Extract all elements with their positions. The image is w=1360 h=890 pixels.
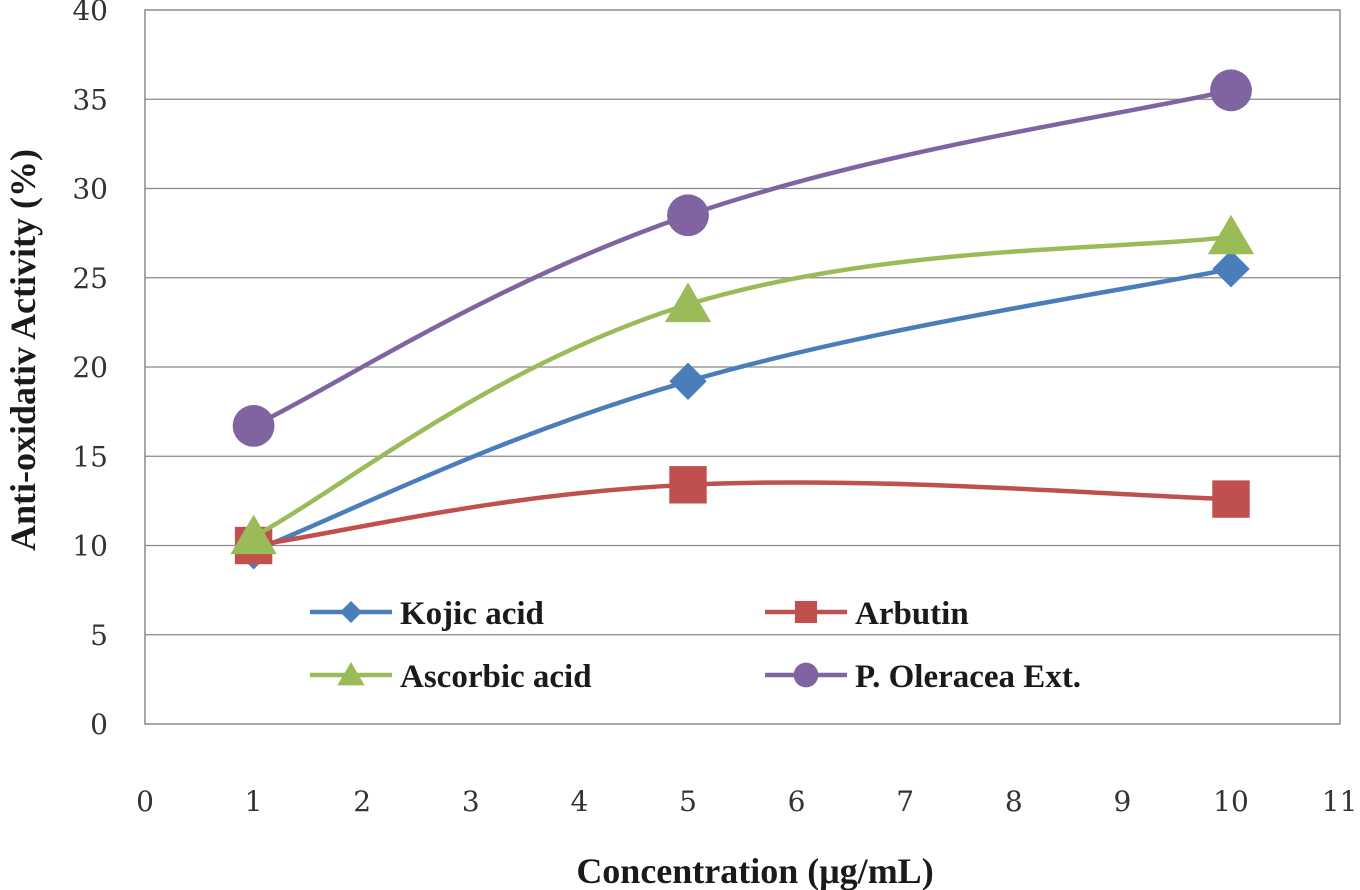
legend-swatch-marker (337, 662, 365, 686)
x-tick-label: 1 (245, 785, 263, 818)
series-triangle (230, 214, 1255, 555)
data-point (1207, 214, 1255, 255)
x-tick-label: 0 (136, 785, 154, 818)
data-point (232, 405, 275, 447)
data-point (1212, 250, 1250, 288)
legend-label: Ascorbic acid (400, 659, 592, 695)
x-tick-label: 3 (462, 785, 480, 818)
series-layer (230, 69, 1255, 570)
y-tick-label: 0 (90, 708, 108, 741)
x-tick-label: 6 (788, 785, 806, 818)
y-tick-label: 25 (72, 262, 108, 295)
legend-entry: Arbutin (765, 596, 969, 632)
x-tick-label: 5 (679, 785, 697, 818)
data-point (669, 466, 707, 504)
y-tick-label: 5 (90, 619, 108, 652)
x-axis: 0 1 2 3 4 5 6 7 8 9 10 11 (136, 785, 1357, 818)
legend-label: P. Oleracea Ext. (855, 659, 1081, 695)
data-point (1210, 69, 1252, 112)
legend-entry: P. Oleracea Ext. (765, 659, 1081, 695)
y-tick-label: 15 (72, 440, 108, 473)
x-tick-label: 4 (570, 785, 588, 818)
legend-label: Arbutin (855, 596, 969, 632)
y-axis-title: Anti-oxidativ Activity (%) (3, 149, 43, 551)
y-tick-label: 10 (72, 530, 108, 563)
legend-entry: Kojic acid (310, 596, 544, 632)
x-tick-label: 9 (1113, 785, 1131, 818)
legend-swatch-marker (339, 600, 363, 624)
legend-swatch-marker (794, 600, 818, 624)
legend: Kojic acid Arbutin Ascorbic acid P. Olerace… (310, 596, 1081, 695)
legend-swatch-marker (793, 662, 819, 688)
x-tick-label: 11 (1322, 785, 1358, 818)
legend-label: Kojic acid (400, 596, 544, 632)
y-tick-label: 35 (72, 83, 108, 116)
x-tick-label: 8 (1005, 785, 1023, 818)
data-point (230, 514, 277, 555)
y-tick-label: 30 (72, 173, 108, 206)
y-tick-label: 20 (72, 351, 108, 384)
legend-entry: Ascorbic acid (310, 659, 592, 695)
data-point (667, 194, 709, 237)
series-circle (232, 69, 1252, 447)
x-axis-title: Concentration (μg/mL) (576, 851, 933, 890)
data-point (669, 362, 707, 400)
data-point (1212, 480, 1250, 518)
data-point (664, 282, 712, 323)
x-tick-label: 2 (353, 785, 371, 818)
x-tick-label: 7 (896, 785, 914, 818)
y-axis: 0 5 10 15 20 25 30 35 40 (72, 0, 108, 741)
x-tick-label: 10 (1213, 785, 1249, 818)
y-tick-label: 40 (72, 0, 108, 27)
